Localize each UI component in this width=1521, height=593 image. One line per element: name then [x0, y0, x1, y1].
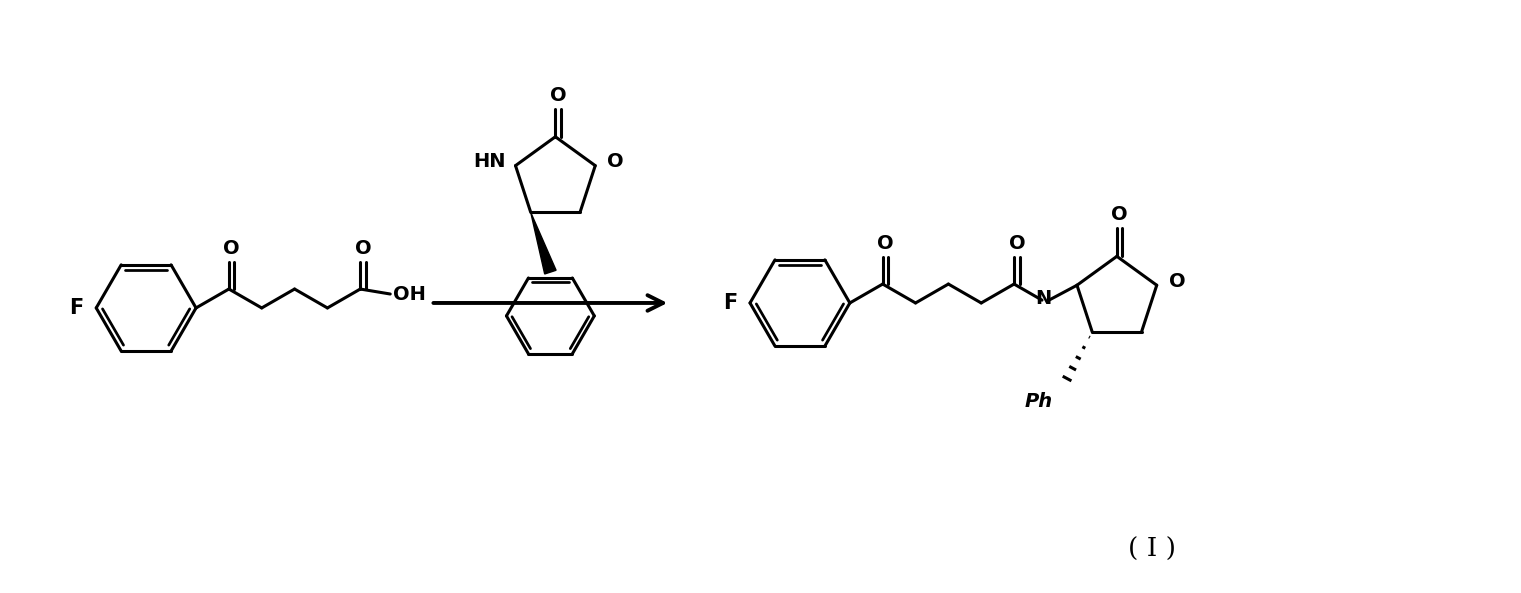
Text: O: O — [549, 86, 566, 105]
Text: ( I ): ( I ) — [1127, 537, 1176, 562]
Text: N: N — [1034, 289, 1051, 308]
Text: O: O — [1112, 206, 1129, 225]
Text: O: O — [878, 234, 894, 253]
Text: O: O — [1168, 272, 1185, 291]
Text: OH: OH — [394, 285, 426, 304]
Text: O: O — [354, 239, 371, 258]
Text: F: F — [68, 298, 84, 318]
Text: O: O — [607, 152, 624, 171]
Text: F: F — [722, 293, 738, 313]
Text: Ph: Ph — [1024, 392, 1053, 411]
Polygon shape — [531, 212, 557, 274]
Text: HN: HN — [473, 152, 505, 171]
Text: O: O — [1008, 234, 1025, 253]
Text: O: O — [224, 239, 240, 258]
